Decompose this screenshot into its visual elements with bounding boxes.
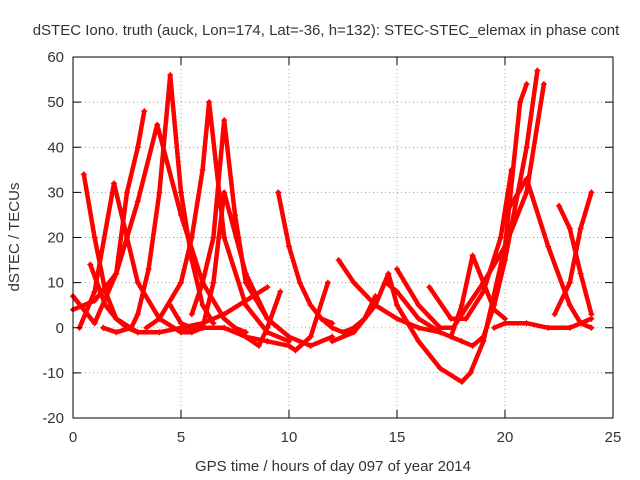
x-axis-ticks: 0 5 10 15 20 25 — [69, 57, 622, 446]
data-series — [242, 279, 331, 354]
series-track — [70, 108, 147, 326]
y-tick-label: 20 — [47, 230, 64, 247]
series-track — [552, 190, 594, 317]
series-track — [502, 176, 594, 331]
x-tick-label: 20 — [497, 429, 514, 446]
chart-title: dSTEC Iono. truth (auck, Lon=174, Lat=-3… — [33, 22, 620, 39]
y-axis-ticks: -20 -10 0 10 20 30 40 50 60 — [42, 49, 613, 427]
y-tick-label: 40 — [47, 139, 64, 156]
x-axis-label: GPS time / hours of day 097 of year 2014 — [195, 458, 471, 475]
y-tick-label: 0 — [56, 320, 64, 337]
series-track — [88, 262, 270, 335]
x-tick-label: 0 — [69, 429, 77, 446]
data-series — [394, 81, 547, 331]
y-tick-label: -10 — [42, 365, 64, 382]
series-track — [427, 167, 514, 321]
y-tick-label: 10 — [47, 275, 64, 292]
series-track — [329, 81, 529, 385]
series-track — [448, 253, 508, 340]
y-tick-label: -20 — [42, 410, 64, 427]
x-tick-label: 10 — [281, 429, 298, 446]
series-track — [144, 99, 292, 344]
data-points — [70, 67, 595, 385]
x-tick-label: 15 — [389, 429, 406, 446]
data-series — [491, 315, 595, 331]
data-series — [426, 166, 515, 322]
series-track — [189, 117, 335, 349]
data-series — [275, 189, 336, 327]
y-tick-label: 30 — [47, 184, 64, 201]
series-track — [100, 72, 216, 335]
y-tick-label: 60 — [47, 49, 64, 66]
x-tick-label: 25 — [605, 429, 622, 446]
series-track — [275, 190, 335, 326]
series-track — [336, 257, 443, 335]
data-series — [502, 175, 595, 331]
y-tick-label: 50 — [47, 94, 64, 111]
series-track — [243, 280, 331, 353]
x-tick-label: 5 — [177, 429, 185, 446]
y-axis-label: dSTEC / TECUs — [6, 183, 23, 292]
data-series — [70, 108, 148, 327]
data-series — [448, 252, 508, 340]
data-series — [551, 189, 595, 318]
data-series — [188, 117, 336, 349]
series-track — [394, 81, 547, 331]
series-track — [491, 316, 594, 331]
